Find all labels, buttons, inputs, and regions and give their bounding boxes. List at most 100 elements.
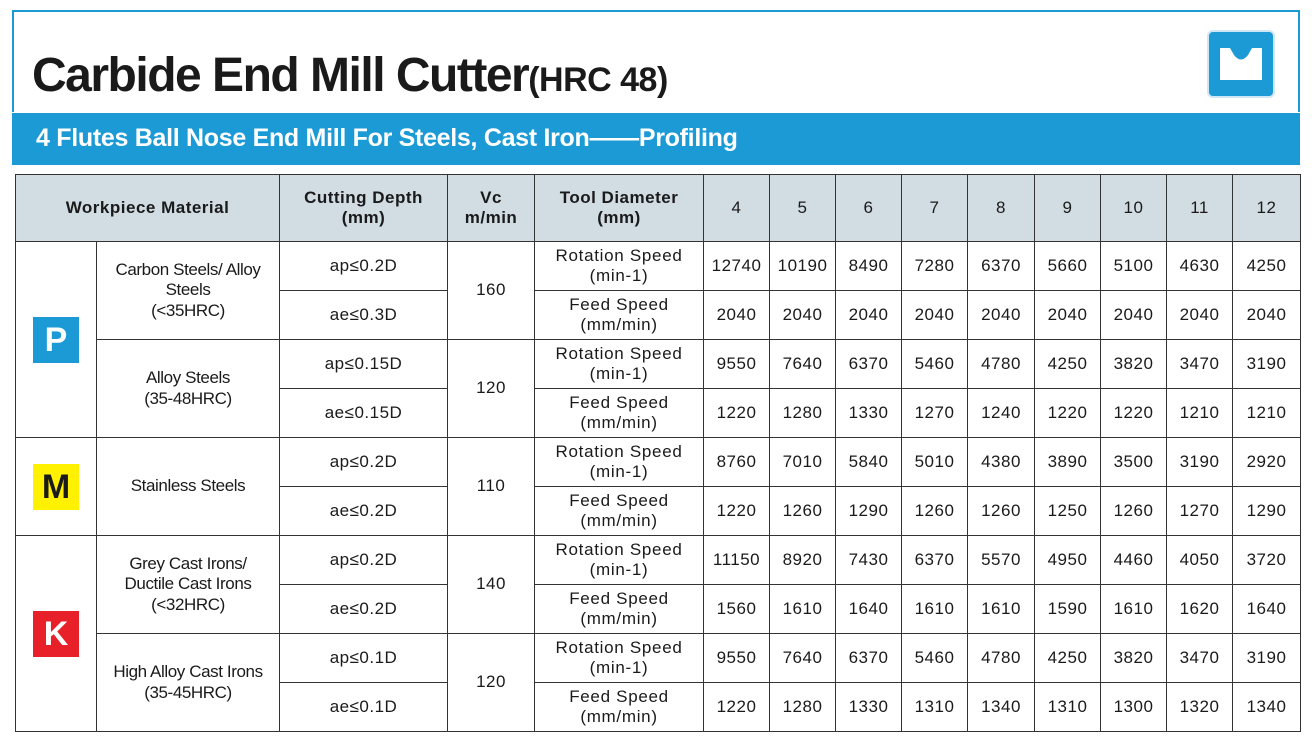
parameter-value: 1590 bbox=[1034, 584, 1102, 634]
parameter-value: 3470 bbox=[1166, 339, 1234, 389]
parameter-value: 1220 bbox=[1100, 388, 1168, 438]
parameter-value: 1330 bbox=[835, 682, 903, 732]
parameter-value: 10190 bbox=[769, 241, 837, 291]
parameter-value: 2920 bbox=[1232, 437, 1302, 487]
cutting-depth: ae≤0.2D bbox=[279, 584, 449, 634]
page-title: Carbide End Mill Cutter(HRC 48) bbox=[32, 52, 668, 100]
table-row: Alloy Steels (35-48HRC) ap≤0.15D 120 Rotatio… bbox=[16, 339, 1302, 438]
parameter-value: 3190 bbox=[1166, 437, 1234, 487]
parameter-label: Feed Speed (mm/min) bbox=[534, 486, 705, 536]
cutting-speed-vc: 120 bbox=[447, 339, 536, 438]
parameter-value: 1240 bbox=[967, 388, 1036, 438]
parameter-value: 4380 bbox=[967, 437, 1036, 487]
parameter-label: Feed Speed (mm/min) bbox=[534, 682, 705, 732]
title-suffix: (HRC 48) bbox=[528, 61, 668, 99]
header-row: Workpiece Material Cutting Depth (mm) Vc m/m… bbox=[14, 174, 1302, 242]
parameter-value: 2040 bbox=[769, 290, 837, 340]
parameter-value: 4050 bbox=[1166, 535, 1234, 585]
parameter-value: 2040 bbox=[901, 290, 969, 340]
cutting-depth: ap≤0.2D bbox=[279, 535, 449, 585]
parameter-value: 1620 bbox=[1166, 584, 1234, 634]
parameter-value: 6370 bbox=[835, 339, 903, 389]
workpiece-material: High Alloy Cast Irons (35-45HRC) bbox=[95, 633, 281, 732]
parameter-value: 6370 bbox=[967, 241, 1036, 291]
parameter-value: 5460 bbox=[901, 633, 969, 683]
parameter-value: 1290 bbox=[835, 486, 903, 536]
parameter-value: 1260 bbox=[769, 486, 837, 536]
parameter-value: 1220 bbox=[703, 486, 771, 536]
parameter-value: 3820 bbox=[1100, 339, 1168, 389]
material-group-cell: M bbox=[15, 437, 97, 536]
cutting-speed-vc: 110 bbox=[447, 437, 536, 536]
parameter-label: Feed Speed (mm/min) bbox=[534, 584, 705, 634]
parameter-value: 3190 bbox=[1232, 633, 1302, 683]
header-vc: Vc m/min bbox=[447, 174, 536, 242]
parameter-value: 9550 bbox=[703, 633, 771, 683]
title-box bbox=[12, 10, 1300, 112]
parameter-value: 5840 bbox=[835, 437, 903, 487]
material-group-cell: P bbox=[15, 241, 97, 438]
cutting-depth: ae≤0.15D bbox=[279, 388, 449, 438]
iso-group-badge: M bbox=[33, 463, 79, 510]
parameter-value: 1260 bbox=[901, 486, 969, 536]
parameter-value: 4460 bbox=[1100, 535, 1168, 585]
parameter-value: 6370 bbox=[835, 633, 903, 683]
parameter-value: 4630 bbox=[1166, 241, 1234, 291]
parameter-label: Feed Speed (mm/min) bbox=[534, 290, 705, 340]
parameter-value: 7640 bbox=[769, 633, 837, 683]
parameter-value: 9550 bbox=[703, 339, 771, 389]
workpiece-material: Carbon Steels/ Alloy Steels (<35HRC) bbox=[95, 241, 281, 340]
parameter-value: 11150 bbox=[703, 535, 771, 585]
parameter-value: 1560 bbox=[703, 584, 771, 634]
parameter-value: 2040 bbox=[1232, 290, 1302, 340]
parameter-value: 1330 bbox=[835, 388, 903, 438]
parameter-label: Rotation Speed (min-1) bbox=[534, 437, 705, 487]
parameter-value: 7430 bbox=[835, 535, 903, 585]
parameter-value: 4250 bbox=[1034, 633, 1102, 683]
end-mill-profile-icon bbox=[1207, 30, 1275, 98]
header-tool-diameter: Tool Diameter (mm) bbox=[534, 174, 705, 242]
header-workpiece: Workpiece Material bbox=[14, 174, 281, 242]
cutting-depth: ap≤0.2D bbox=[279, 437, 449, 487]
parameter-value: 8920 bbox=[769, 535, 837, 585]
parameter-value: 3470 bbox=[1166, 633, 1234, 683]
table-row: P Carbon Steels/ Alloy Steels (<35HRC) ap≤0.… bbox=[15, 241, 1302, 438]
header-diameter: 7 bbox=[901, 174, 969, 242]
header-diameter: 12 bbox=[1232, 174, 1302, 242]
parameter-value: 1280 bbox=[769, 682, 837, 732]
header-diameter: 10 bbox=[1100, 174, 1168, 242]
parameter-value: 2040 bbox=[1166, 290, 1234, 340]
parameter-value: 2040 bbox=[1100, 290, 1168, 340]
parameter-value: 1210 bbox=[1232, 388, 1302, 438]
parameter-value: 1260 bbox=[967, 486, 1036, 536]
parameter-value: 5460 bbox=[901, 339, 969, 389]
header-diameter: 4 bbox=[703, 174, 771, 242]
table-row: K Grey Cast Irons/Ductile Cast Irons (<32H… bbox=[15, 535, 1302, 732]
table-row: ae≤0.15D Feed Speed (mm/min) 1220 1280 1330 12… bbox=[16, 388, 1302, 438]
title-main: Carbide End Mill Cutter bbox=[32, 49, 530, 102]
parameter-value: 1320 bbox=[1166, 682, 1234, 732]
parameter-value: 2040 bbox=[967, 290, 1036, 340]
parameter-value: 7010 bbox=[769, 437, 837, 487]
parameter-value: 1220 bbox=[703, 388, 771, 438]
cutting-depth: ap≤0.1D bbox=[279, 633, 449, 683]
parameter-value: 1290 bbox=[1232, 486, 1302, 536]
parameter-value: 1640 bbox=[1232, 584, 1302, 634]
parameter-value: 1640 bbox=[835, 584, 903, 634]
cutting-parameters-table: Workpiece Material Cutting Depth (mm) Vc m/m… bbox=[14, 174, 1302, 732]
parameter-value: 5570 bbox=[967, 535, 1036, 585]
parameter-label: Rotation Speed (min-1) bbox=[534, 535, 705, 585]
parameter-label: Feed Speed (mm/min) bbox=[534, 388, 705, 438]
parameter-value: 5660 bbox=[1034, 241, 1102, 291]
parameter-value: 1210 bbox=[1166, 388, 1234, 438]
parameter-value: 3500 bbox=[1100, 437, 1168, 487]
workpiece-material: Grey Cast Irons/Ductile Cast Irons (<32HR… bbox=[95, 535, 281, 634]
parameter-value: 2040 bbox=[835, 290, 903, 340]
header-diameter: 9 bbox=[1034, 174, 1102, 242]
parameter-value: 4250 bbox=[1034, 339, 1102, 389]
parameter-value: 1310 bbox=[1034, 682, 1102, 732]
parameter-value: 3890 bbox=[1034, 437, 1102, 487]
parameter-value: 3720 bbox=[1232, 535, 1302, 585]
parameter-value: 1610 bbox=[967, 584, 1036, 634]
parameter-value: 7280 bbox=[901, 241, 969, 291]
